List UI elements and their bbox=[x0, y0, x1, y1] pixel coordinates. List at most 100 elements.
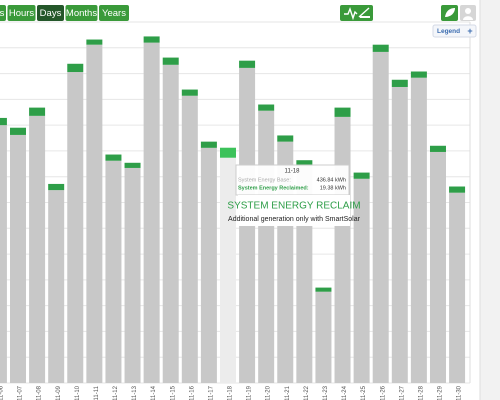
bar-segment bbox=[181, 95, 198, 384]
x-tick-label: 11-19 bbox=[247, 385, 253, 400]
tooltip-value: 436.84 kWh bbox=[317, 177, 346, 183]
user-icon-body bbox=[463, 16, 473, 20]
bar-segment bbox=[48, 183, 65, 191]
bar-segment bbox=[410, 77, 427, 383]
time-button[interactable] bbox=[0, 5, 6, 21]
bar-segment bbox=[48, 190, 65, 383]
bar-segment bbox=[200, 147, 217, 383]
time-button-label: s bbox=[0, 8, 5, 19]
tooltip-title: 11-18 bbox=[285, 169, 301, 175]
bar-segment bbox=[143, 42, 160, 383]
bar-segment bbox=[353, 178, 370, 383]
bar-segment bbox=[315, 291, 332, 383]
tooltip-label: System Energy Base: bbox=[238, 177, 291, 183]
bar-segment bbox=[277, 135, 294, 142]
bar-segment bbox=[258, 110, 275, 384]
bar-segment bbox=[353, 172, 370, 179]
bar-segment bbox=[29, 115, 46, 384]
bar-segment bbox=[162, 64, 179, 383]
time-button[interactable] bbox=[65, 5, 98, 21]
bar-segment bbox=[449, 186, 466, 193]
bar-segment bbox=[239, 60, 256, 68]
bar-segment bbox=[0, 117, 7, 126]
legend-box[interactable] bbox=[432, 24, 477, 38]
toolbar: s Hours Days Months Years bbox=[0, 5, 129, 21]
bar-segment bbox=[67, 63, 84, 73]
bar-segment bbox=[67, 72, 84, 383]
bar-segment bbox=[105, 160, 122, 383]
tooltip-value: 19.38 kWh bbox=[320, 185, 346, 191]
x-tick-label: 11-14 bbox=[151, 385, 157, 400]
time-button[interactable] bbox=[99, 5, 129, 21]
x-tick-label: 11-12 bbox=[113, 385, 119, 400]
user-icon-head bbox=[465, 8, 471, 14]
tool-icon-base bbox=[360, 16, 370, 18]
time-button[interactable] bbox=[7, 5, 36, 21]
bar-segment bbox=[219, 157, 236, 383]
tool-icon bbox=[358, 7, 370, 18]
bar-segment bbox=[410, 71, 427, 78]
bar-segment bbox=[334, 116, 351, 384]
time-button-label: Hours bbox=[9, 8, 35, 19]
pulse-icon bbox=[344, 6, 358, 21]
callout-text: Additional generation only with SmartSol… bbox=[228, 216, 361, 223]
x-tick-label: 11-06 bbox=[0, 385, 4, 400]
x-tick-label: 11-11 bbox=[94, 385, 100, 400]
x-tick-label: 11-21 bbox=[285, 385, 291, 400]
x-tick-label: 11-10 bbox=[75, 385, 81, 400]
bar-segment bbox=[372, 44, 389, 52]
x-tick-label: 11-24 bbox=[342, 385, 348, 400]
x-tick-label: 11-28 bbox=[418, 385, 424, 400]
time-button-label: Months bbox=[66, 8, 97, 19]
x-tick-label: 11-27 bbox=[399, 385, 405, 400]
callout: SYSTEM ENERGY RECLAIM Additional generat… bbox=[227, 195, 361, 226]
time-button[interactable] bbox=[37, 5, 64, 21]
bar-segment bbox=[0, 125, 7, 384]
bar-segment bbox=[334, 107, 351, 117]
x-tick-label: 11-13 bbox=[132, 385, 138, 400]
x-tick-label: 11-29 bbox=[438, 385, 444, 400]
x-tick-label: 11-23 bbox=[323, 385, 329, 400]
bar-segment bbox=[10, 134, 26, 383]
x-tick-label: 11-26 bbox=[380, 385, 386, 400]
x-tick-label: 11-18 bbox=[228, 385, 234, 400]
time-button-label: Years bbox=[102, 8, 126, 19]
bar-segment bbox=[124, 167, 141, 383]
bar-segment bbox=[219, 147, 236, 158]
bar-segment bbox=[10, 127, 26, 135]
bar-segment bbox=[449, 192, 466, 383]
bar-segment bbox=[391, 79, 408, 87]
bar-segment bbox=[258, 104, 275, 111]
bar-segment bbox=[372, 51, 389, 383]
x-tick-label: 11-09 bbox=[56, 385, 62, 400]
x-tick-label: 11-20 bbox=[266, 385, 272, 400]
icon-buttons bbox=[340, 5, 476, 21]
x-tick-label: 11-07 bbox=[18, 385, 24, 400]
bar-segment bbox=[429, 151, 446, 383]
x-tick-label: 11-17 bbox=[208, 385, 214, 400]
tooltip-box bbox=[235, 164, 350, 196]
bar-segment bbox=[181, 89, 198, 96]
callout-title: SYSTEM ENERGY RECLAIM bbox=[227, 201, 360, 212]
tooltip-label: System Energy Reclaimed: bbox=[238, 185, 309, 191]
x-tick-label: 11-25 bbox=[361, 385, 367, 400]
x-tick-label: 11-15 bbox=[170, 385, 176, 400]
bar-segment bbox=[105, 154, 122, 161]
legend-button[interactable]: Legend + bbox=[432, 24, 477, 38]
bar-segment bbox=[391, 86, 408, 383]
bar-segment bbox=[86, 44, 103, 383]
x-labels: 11-06 11-07 11-08 11-09 11-10 11-11 11-12 11-13… bbox=[0, 385, 463, 400]
legend-label: Legend bbox=[437, 28, 460, 35]
x-tick-label: 11-22 bbox=[304, 385, 310, 400]
bar-segment bbox=[29, 107, 46, 116]
legend-icon: + bbox=[467, 26, 472, 36]
x-tick-label: 11-16 bbox=[189, 385, 195, 400]
bar-segment bbox=[124, 162, 141, 168]
x-tick-label: 11-30 bbox=[457, 385, 463, 400]
bar-segment bbox=[315, 287, 332, 292]
x-tick-label: 11-08 bbox=[37, 385, 43, 400]
leaf-icon bbox=[445, 8, 455, 17]
bar-segment bbox=[162, 57, 179, 65]
bar-segment bbox=[296, 160, 313, 167]
